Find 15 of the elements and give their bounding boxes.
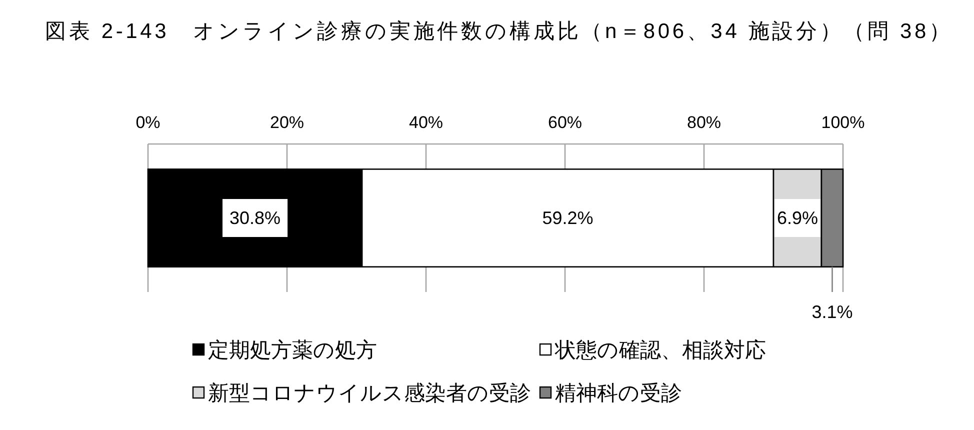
data-label: 3.1% (812, 302, 853, 322)
x-tick-label: 20% (270, 113, 304, 132)
x-tick-label: 80% (686, 113, 722, 132)
x-tick-label: 0% (136, 113, 160, 132)
legend-label: 状態の確認、相談対応 (554, 339, 766, 362)
legend-label: 精神科の受診 (555, 382, 682, 405)
x-tick-label: 100% (821, 113, 865, 132)
x-tick-label: 60% (548, 113, 582, 132)
data-label: 6.9% (776, 208, 818, 228)
data-label: 30.8% (230, 208, 281, 228)
chart-title: 図表 2-143 オンライン診療の実施件数の構成比（n＝806、34 施設分）（問 38） (45, 20, 950, 43)
x-tick-label: 40% (408, 113, 444, 132)
legend-label: 定期処方薬の処方 (208, 339, 377, 362)
data-label: 59.2% (542, 208, 594, 228)
legend-label: 新型コロナウイルス感染者の受診 (208, 382, 531, 405)
